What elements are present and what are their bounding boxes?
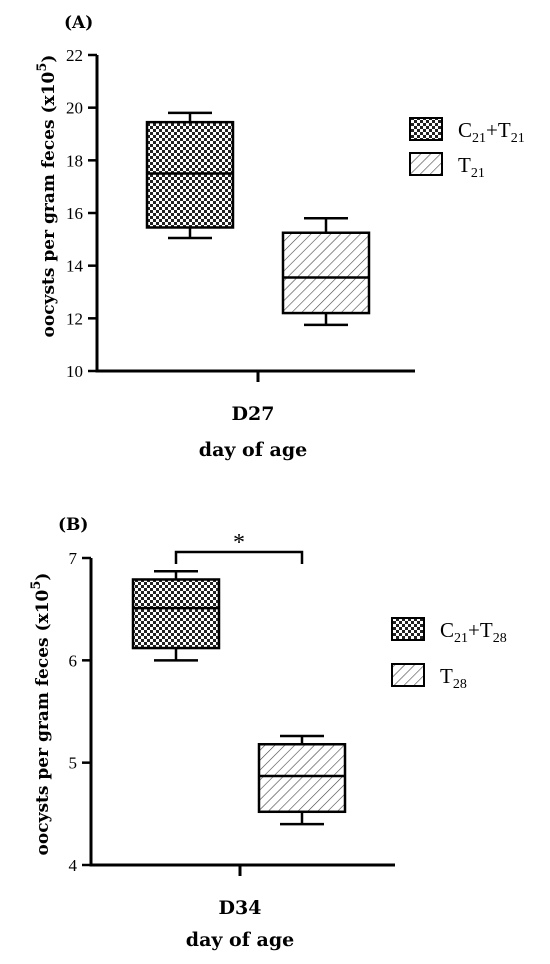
chart-panel-b: (B) oocysts per gram feces (x105) 4 5 6 7 D… xyxy=(29,515,507,951)
box-iqr xyxy=(281,231,371,315)
y-tick-label: 10 xyxy=(66,362,83,381)
x-axis-label-b: day of age xyxy=(186,929,294,951)
legend-label: T28 xyxy=(440,664,467,692)
y-axis-label-a: oocysts per gram feces (x105) xyxy=(35,55,59,338)
y-tick-label: 7 xyxy=(69,549,78,568)
x-axis-label-a: day of age xyxy=(199,439,307,461)
box-iqr xyxy=(257,742,347,814)
box-iqr xyxy=(131,578,221,650)
chart-panel-a: (A) oocysts per gram feces (x105) 10 12 14… xyxy=(35,13,525,461)
legend-label: C21+T21 xyxy=(458,118,525,146)
x-category-label-b: D34 xyxy=(219,897,262,919)
legend-swatch xyxy=(391,617,425,641)
boxes-a xyxy=(145,111,371,327)
legend-a: C21+T21 T21 xyxy=(409,117,525,181)
significance-star: * xyxy=(233,530,245,556)
x-category-label-a: D27 xyxy=(232,403,275,425)
y-tick-label: 14 xyxy=(66,257,84,276)
y-ticks-a: 10 12 14 16 18 20 22 xyxy=(66,46,415,382)
y-tick-label: 6 xyxy=(69,651,78,670)
panel-label-b: (B) xyxy=(58,515,88,535)
panel-label-a: (A) xyxy=(64,13,93,33)
significance-bracket: * xyxy=(174,530,304,564)
boxes-b xyxy=(131,570,347,826)
y-axis-label-b: oocysts per gram feces (x105) xyxy=(29,573,53,856)
y-ticks-b: 4 5 6 7 xyxy=(69,549,395,876)
significance-line xyxy=(174,550,304,564)
y-tick-label: 12 xyxy=(66,309,83,328)
legend-swatch xyxy=(391,663,425,687)
legend-label: T21 xyxy=(458,153,485,181)
legend-b: C21+T28 T28 xyxy=(391,617,507,692)
legend-swatch xyxy=(409,117,443,141)
y-tick-label: 22 xyxy=(66,46,83,65)
legend-label: C21+T28 xyxy=(440,618,507,646)
y-tick-label: 16 xyxy=(66,204,83,223)
box-iqr xyxy=(145,120,235,229)
legend-swatch xyxy=(409,152,443,176)
y-tick-label: 5 xyxy=(69,754,78,773)
y-tick-label: 20 xyxy=(66,99,83,118)
y-tick-label: 18 xyxy=(66,151,83,170)
y-tick-label: 4 xyxy=(69,856,78,875)
